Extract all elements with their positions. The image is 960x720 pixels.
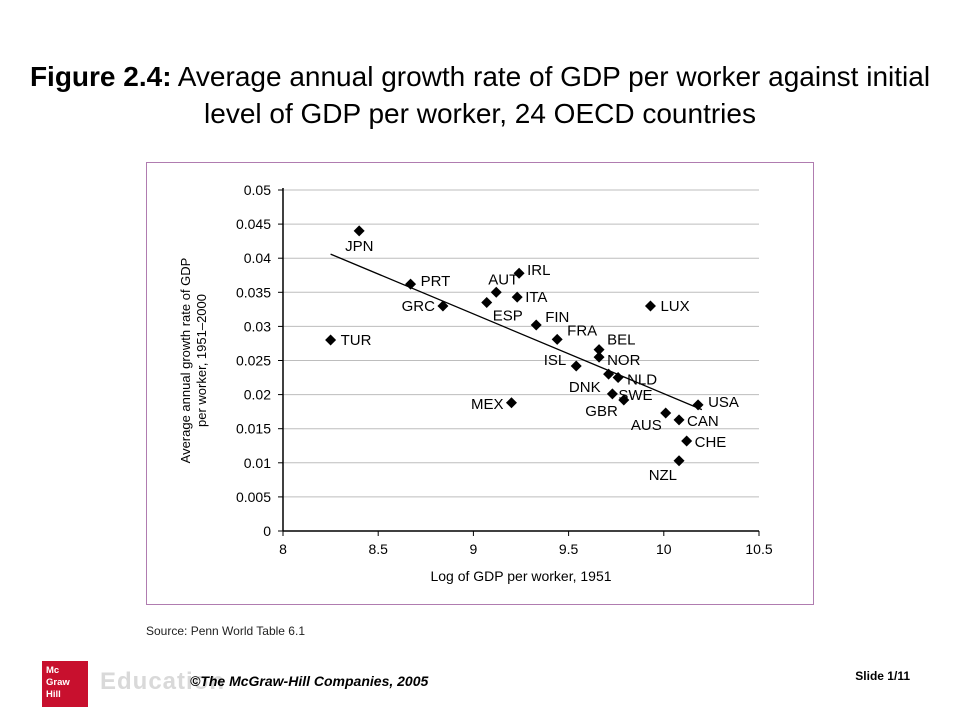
- point-label-nor: NOR: [607, 352, 641, 369]
- logo-line-3: Hill: [46, 689, 61, 700]
- education-wordmark: Education: [100, 668, 226, 695]
- x-tick-label: 8.5: [368, 541, 388, 557]
- y-tick-label: 0.01: [244, 455, 271, 471]
- point-label-aut: AUT: [488, 271, 518, 288]
- page-title: Figure 2.4: Average annual growth rate o…: [20, 58, 940, 132]
- data-point-nzl: [673, 455, 685, 467]
- point-label-usa: USA: [708, 394, 739, 411]
- data-point-jpn: [353, 225, 365, 237]
- point-label-isl: ISL: [544, 352, 567, 369]
- mcgraw-hill-logo: Mc Graw Hill: [42, 661, 88, 707]
- data-point-esp: [481, 297, 493, 309]
- point-label-grc: GRC: [402, 298, 436, 315]
- point-label-bel: BEL: [607, 332, 635, 349]
- figure-caption: Average annual growth rate of GDP per wo…: [171, 61, 931, 129]
- data-point-nor: [593, 351, 605, 363]
- data-point-bel: [593, 344, 605, 356]
- point-label-can: CAN: [687, 413, 719, 430]
- point-label-fin: FIN: [545, 309, 569, 326]
- y-tick-label: 0.04: [244, 250, 271, 266]
- logo-line-2: Graw: [46, 677, 70, 688]
- data-point-usa: [692, 399, 704, 411]
- y-tick-label: 0.05: [244, 182, 271, 198]
- point-label-tur: TUR: [341, 332, 372, 349]
- data-point-mex: [505, 397, 517, 409]
- y-tick-label: 0.035: [236, 284, 271, 300]
- data-point-aus: [660, 407, 672, 419]
- data-point-che: [681, 435, 693, 447]
- point-label-fra: FRA: [567, 322, 597, 339]
- data-point-prt: [405, 278, 417, 290]
- data-point-grc: [437, 300, 449, 312]
- data-point-fin: [530, 319, 542, 331]
- trend-line: [330, 253, 703, 411]
- point-label-aus: AUS: [631, 417, 662, 434]
- data-point-dnk: [603, 368, 615, 380]
- y-axis-label-line-2: per worker, 1951–2000: [194, 294, 209, 427]
- point-label-nzl: NZL: [649, 467, 677, 484]
- data-point-aut: [490, 286, 502, 298]
- figure-number: Figure 2.4:: [29, 61, 172, 92]
- y-tick-label: 0: [263, 523, 271, 539]
- data-point-swe: [606, 388, 618, 400]
- x-tick-label: 10: [656, 541, 672, 557]
- point-label-che: CHE: [695, 434, 727, 451]
- source-note: Source: Penn World Table 6.1: [146, 624, 305, 638]
- data-point-nld: [612, 372, 624, 384]
- y-tick-label: 0.045: [236, 216, 271, 232]
- data-point-irl: [513, 267, 525, 279]
- point-label-nld: NLD: [627, 372, 657, 389]
- y-tick-label: 0.025: [236, 353, 271, 369]
- point-label-ita: ITA: [525, 289, 547, 306]
- data-point-gbr: [618, 394, 630, 406]
- slide-number: Slide 1/11: [855, 669, 910, 683]
- point-label-irl: IRL: [527, 262, 550, 279]
- data-point-tur: [325, 334, 337, 346]
- scatter-chart: 0 0.005 0.01 0.015 0.02 0.025 0.03 0.035 0.04 0.0…: [178, 182, 773, 584]
- point-label-esp: ESP: [493, 308, 523, 325]
- y-tick-label: 0.03: [244, 318, 271, 334]
- data-point-isl: [570, 360, 582, 372]
- y-tick-label: 0.015: [236, 421, 271, 437]
- logo-line-1: Mc: [46, 665, 60, 676]
- data-point-fra: [551, 333, 563, 345]
- y-tick-label: 0.02: [244, 387, 271, 403]
- point-label-prt: PRT: [421, 273, 451, 290]
- data-point-lux: [644, 300, 656, 312]
- x-tick-label: 8: [279, 541, 287, 557]
- chart-frame: 0 0.005 0.01 0.015 0.02 0.025 0.03 0.035 0.04 0.0…: [146, 162, 814, 605]
- data-point-can: [673, 414, 685, 426]
- x-tick-label: 10.5: [745, 541, 772, 557]
- point-label-gbr: GBR: [585, 403, 618, 420]
- point-label-mex: MEX: [471, 396, 504, 413]
- x-axis-label: Log of GDP per worker, 1951: [430, 568, 611, 584]
- x-tick-label: 9.5: [559, 541, 579, 557]
- x-tick-label: 9: [470, 541, 478, 557]
- y-tick-label: 0.005: [236, 489, 271, 505]
- copyright: ©The McGraw-Hill Companies, 2005: [190, 673, 429, 689]
- point-label-lux: LUX: [660, 298, 689, 315]
- y-axis-label-line-1: Average annual growth rate of GDP: [178, 258, 193, 464]
- point-label-jpn: JPN: [345, 238, 373, 255]
- data-point-ita: [511, 291, 523, 303]
- point-label-dnk: DNK: [569, 379, 601, 396]
